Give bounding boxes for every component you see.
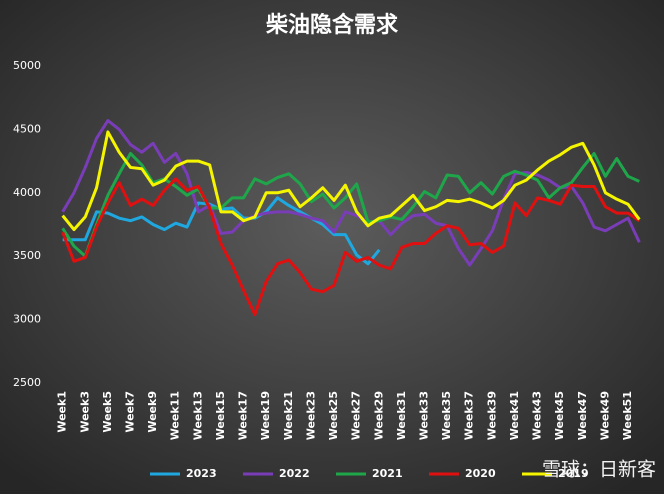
- y-tick-label: 4500: [13, 122, 41, 135]
- x-tick-label: Week39: [485, 391, 498, 440]
- legend-label: 2022: [279, 467, 310, 480]
- x-tick-label: Week19: [259, 391, 272, 440]
- series-line: [61, 151, 640, 258]
- x-tick-label: Week35: [440, 391, 453, 440]
- x-tick-label: Week11: [169, 391, 182, 440]
- x-tick-label: Week43: [531, 391, 544, 440]
- x-tick-label: Week29: [372, 391, 385, 440]
- x-tick-label: Week49: [598, 391, 611, 440]
- legend-label: 2020: [465, 467, 496, 480]
- x-tick-label: Week17: [237, 391, 250, 440]
- x-tick-label: Week9: [146, 391, 159, 433]
- x-tick-label: Week51: [621, 391, 634, 440]
- x-tick-label: Week45: [553, 391, 566, 440]
- y-tick-label: 3000: [13, 313, 41, 326]
- x-tick-label: Week47: [576, 391, 589, 440]
- chart-title: 柴油隐含需求: [265, 12, 398, 38]
- watermark: 雪球：日新客: [542, 459, 656, 481]
- x-tick-label: Week33: [418, 391, 431, 440]
- x-tick-label: Week3: [78, 391, 91, 433]
- legend-label: 2021: [372, 467, 403, 480]
- x-tick-label: Week37: [463, 391, 476, 440]
- x-tick-label: Week31: [395, 391, 408, 440]
- series-line: [61, 177, 641, 317]
- x-tick-label: Week21: [282, 391, 295, 440]
- x-tick-label: Week7: [124, 391, 137, 433]
- x-tick-label: Week1: [56, 391, 69, 433]
- x-tick-label: Week15: [214, 391, 227, 440]
- y-tick-label: 4000: [13, 186, 41, 199]
- x-tick-label: Week27: [350, 391, 363, 440]
- x-tick-label: Week25: [327, 391, 340, 440]
- y-tick-label: 3500: [13, 249, 41, 262]
- y-tick-label: 5000: [13, 59, 41, 72]
- legend-label: 2023: [186, 467, 217, 480]
- x-tick-label: Week41: [508, 391, 521, 440]
- series-line: [61, 119, 641, 267]
- x-tick-label: Week5: [101, 391, 114, 433]
- y-tick-label: 2500: [13, 376, 41, 389]
- x-tick-label: Week23: [304, 391, 317, 440]
- legend-label: 2019: [558, 467, 589, 480]
- series-line: [61, 130, 641, 232]
- x-tick-label: Week13: [191, 391, 204, 440]
